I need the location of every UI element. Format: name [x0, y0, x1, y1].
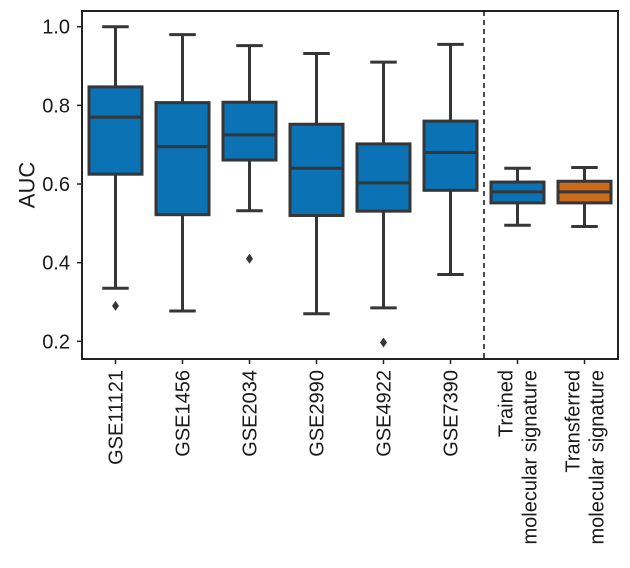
x-tick-label: Transferred — [563, 370, 585, 473]
y-tick-label: 0.6 — [42, 174, 70, 196]
box-group — [154, 33, 211, 313]
x-tick-label: GSE2990 — [307, 370, 329, 457]
box-group — [355, 60, 412, 348]
outlier-point — [112, 300, 119, 311]
plot-frame — [81, 10, 619, 360]
y-axis: 0.2 0.4 0.6 0.8 1.0 — [42, 17, 82, 353]
x-tick-label: GSE1456 — [173, 370, 195, 457]
x-axis: GSE11121 GSE1456 GSE2034 GSE2990 GSE4922 GSE7… — [106, 359, 609, 545]
outlier-point — [246, 253, 253, 264]
box-group — [288, 51, 345, 316]
iqr-box — [355, 142, 412, 213]
y-tick-label: 0.8 — [42, 95, 70, 117]
y-tick-label: 1.0 — [42, 17, 70, 39]
boxes-layer — [87, 25, 613, 348]
iqr-box — [221, 100, 278, 162]
x-tick-label: Trained — [496, 370, 518, 437]
x-tick-label: GSE4922 — [374, 370, 396, 457]
iqr-box — [422, 119, 479, 192]
box-group — [221, 44, 278, 264]
x-tick-label: GSE7390 — [441, 370, 463, 457]
y-tick-label: 0.2 — [42, 331, 70, 353]
x-tick-label: molecular signature — [520, 370, 542, 545]
box-group — [489, 166, 546, 227]
outlier-point — [380, 337, 387, 348]
box-group — [556, 166, 613, 228]
box-group — [422, 42, 479, 276]
x-tick-label: GSE11121 — [106, 370, 128, 465]
iqr-box — [288, 122, 345, 217]
y-axis-label: AUC — [15, 162, 40, 209]
iqr-box — [87, 85, 144, 176]
box-group — [87, 25, 144, 311]
x-tick-label: molecular signature — [587, 370, 609, 545]
y-tick-label: 0.4 — [42, 253, 70, 275]
x-tick-label: GSE2034 — [240, 370, 262, 457]
iqr-box — [154, 101, 211, 217]
